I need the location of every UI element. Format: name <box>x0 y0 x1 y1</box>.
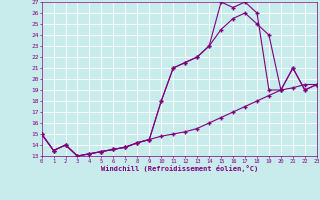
X-axis label: Windchill (Refroidissement éolien,°C): Windchill (Refroidissement éolien,°C) <box>100 165 258 172</box>
